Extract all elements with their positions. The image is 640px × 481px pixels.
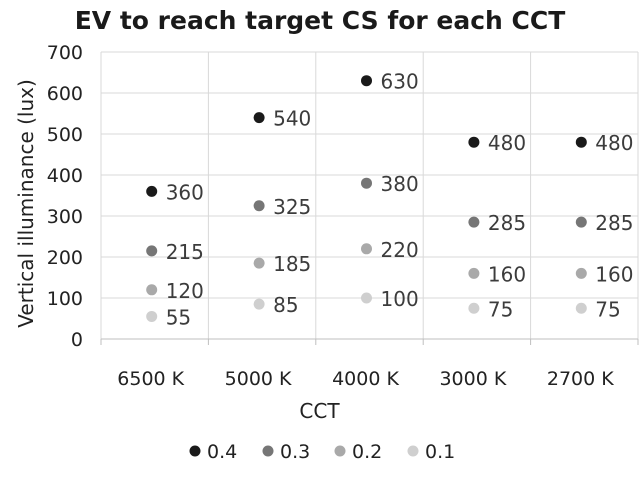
data-point	[361, 292, 372, 304]
data-point	[146, 284, 158, 296]
data-point	[361, 177, 372, 189]
data-label: 630	[381, 70, 419, 94]
data-label: 160	[595, 262, 633, 286]
y-tick-label: 500	[47, 124, 83, 146]
data-point	[575, 267, 587, 279]
data-label: 480	[488, 131, 526, 155]
legend-marker	[334, 445, 346, 457]
y-tick-label: 300	[47, 206, 83, 228]
x-tick-label: 3000 K	[439, 368, 506, 390]
data-point	[361, 75, 372, 87]
data-point	[253, 112, 265, 124]
data-label: 285	[595, 211, 633, 235]
data-label: 285	[488, 211, 526, 235]
data-label: 360	[166, 180, 204, 204]
data-point	[468, 136, 480, 148]
x-tick-label: 5000 K	[225, 368, 292, 390]
data-point	[253, 298, 265, 310]
data-label: 75	[595, 297, 620, 321]
legend-marker	[262, 445, 274, 457]
data-label: 480	[595, 131, 633, 155]
legend-marker	[189, 445, 201, 457]
x-tick-label: 6500 K	[117, 368, 184, 390]
legend-label: 0.3	[280, 441, 310, 463]
data-point	[253, 200, 265, 212]
legend-label: 0.1	[425, 441, 455, 463]
data-point	[253, 257, 265, 269]
data-label: 380	[381, 172, 419, 196]
data-label: 85	[273, 293, 298, 317]
data-label: 215	[166, 240, 204, 264]
data-point	[575, 302, 587, 314]
data-point	[575, 136, 587, 148]
legend-label: 0.4	[207, 441, 237, 463]
y-tick-label: 700	[47, 42, 83, 64]
data-label: 75	[488, 297, 513, 321]
y-tick-label: 400	[47, 165, 83, 187]
data-point	[146, 185, 158, 197]
y-tick-label: 200	[47, 247, 83, 269]
data-point	[468, 267, 480, 279]
data-label: 220	[381, 238, 419, 262]
data-point	[361, 243, 372, 255]
data-point	[575, 216, 587, 228]
chart-title: EV to reach target CS for each CCT	[74, 6, 566, 35]
x-tick-label: 4000 K	[332, 368, 399, 390]
y-tick-label: 0	[71, 329, 83, 351]
data-label: 325	[273, 195, 311, 219]
x-axis-title: CCT	[299, 399, 340, 423]
data-label: 100	[381, 287, 419, 311]
data-point	[146, 310, 158, 322]
data-label: 160	[488, 262, 526, 286]
legend-label: 0.2	[352, 441, 382, 463]
data-point	[468, 216, 480, 228]
legend-marker	[407, 445, 419, 457]
y-axis-title: Vertical illuminance (lux)	[14, 79, 38, 328]
data-label: 540	[273, 107, 311, 131]
data-label: 55	[166, 305, 191, 329]
data-label: 120	[166, 279, 204, 303]
y-tick-label: 100	[47, 288, 83, 310]
x-tick-label: 2700 K	[547, 368, 614, 390]
data-label: 185	[273, 252, 311, 276]
y-tick-label: 600	[47, 83, 83, 105]
data-point	[146, 245, 158, 257]
data-point	[468, 302, 480, 314]
